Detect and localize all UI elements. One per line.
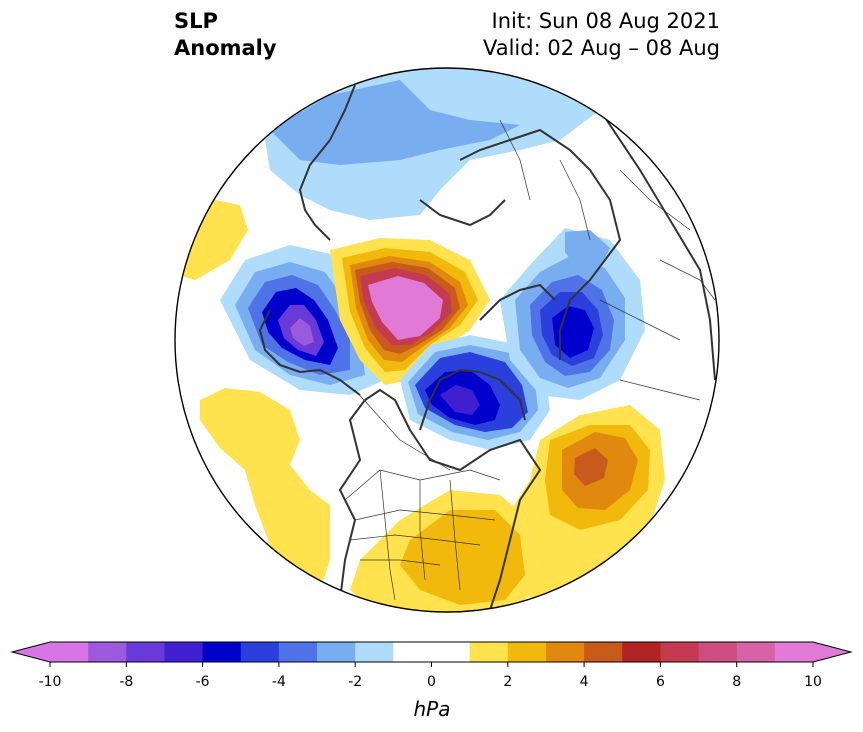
pacific-high-patch-2 (200, 388, 330, 590)
init-date: Init: Sun 08 Aug 2021 (491, 9, 720, 33)
colorbar-tick-label: 4 (580, 674, 589, 690)
colorbar-tick-label: 8 (732, 674, 741, 690)
colorbar-tick-label: 0 (427, 674, 436, 690)
colorbar-swatches (10, 641, 853, 663)
colorbar-unit-label: hPa (414, 697, 451, 721)
colorbar: -10 -8 -6 -4 -2 0 2 4 6 8 10 hPa (10, 641, 853, 721)
us-east-high-l2 (400, 510, 525, 605)
colorbar-swatch (736, 642, 776, 662)
date-info: Init: Sun 08 Aug 2021 Valid: 02 Aug – 08… (483, 8, 720, 62)
scandinavian-low-core (552, 306, 594, 358)
political-borders (344, 119, 716, 601)
colorbar-tick-label: 10 (804, 674, 822, 690)
colorbar-swatch (393, 642, 432, 662)
colorbar-tick-label: 2 (503, 674, 512, 690)
colorbar-swatch (126, 642, 165, 662)
colorbar-swatch (584, 642, 623, 662)
colorbar-tick-label: -2 (348, 674, 362, 690)
colorbar-swatch (240, 642, 280, 662)
colorbar-swatch (202, 642, 242, 662)
colorbar-under-extension (12, 642, 50, 662)
colorbar-swatch (774, 642, 814, 662)
atlantic-high-core (574, 448, 608, 486)
colorbar-tick-label: -10 (39, 674, 62, 690)
colorbar-over-extension (813, 642, 851, 662)
colorbar-tick-label: -6 (196, 674, 210, 690)
colorbar-swatch (355, 642, 394, 662)
title-line-1: SLP (174, 9, 218, 33)
colorbar-swatch (50, 642, 89, 662)
beaufort-high-core (368, 276, 443, 340)
colorbar-tick-label: 6 (656, 674, 665, 690)
colorbar-swatch (507, 642, 547, 662)
valid-range: Valid: 02 Aug – 08 Aug (482, 36, 720, 60)
colorbar-swatch (469, 642, 509, 662)
colorbar-tick-label: -4 (272, 674, 286, 690)
north-blue-patch (565, 230, 610, 270)
colorbar-swatch (622, 642, 661, 662)
aleutian-low-core (290, 318, 314, 346)
colorbar-swatch (698, 642, 738, 662)
colorbar-swatch (88, 642, 127, 662)
colorbar-swatch (545, 642, 585, 662)
colorbar-swatch (164, 642, 204, 662)
colorbar-tick-label: -8 (119, 674, 133, 690)
map-title: SLP Anomaly (174, 8, 277, 62)
negative-region-north-core (270, 80, 520, 165)
colorbar-ticks: -10 -8 -6 -4 -2 0 2 4 6 8 10 (39, 662, 822, 690)
hudson-low-core (440, 385, 480, 415)
anomaly-field (175, 68, 719, 612)
pacific-high-patch-1 (175, 200, 248, 280)
colorbar-swatch (660, 642, 700, 662)
colorbar-swatch (317, 642, 356, 662)
slp-anomaly-map (174, 67, 720, 613)
map-boundary (174, 67, 720, 613)
colorbar-swatch (278, 642, 318, 662)
title-line-2: Anomaly (174, 36, 277, 60)
colorbar-swatch (431, 642, 471, 662)
